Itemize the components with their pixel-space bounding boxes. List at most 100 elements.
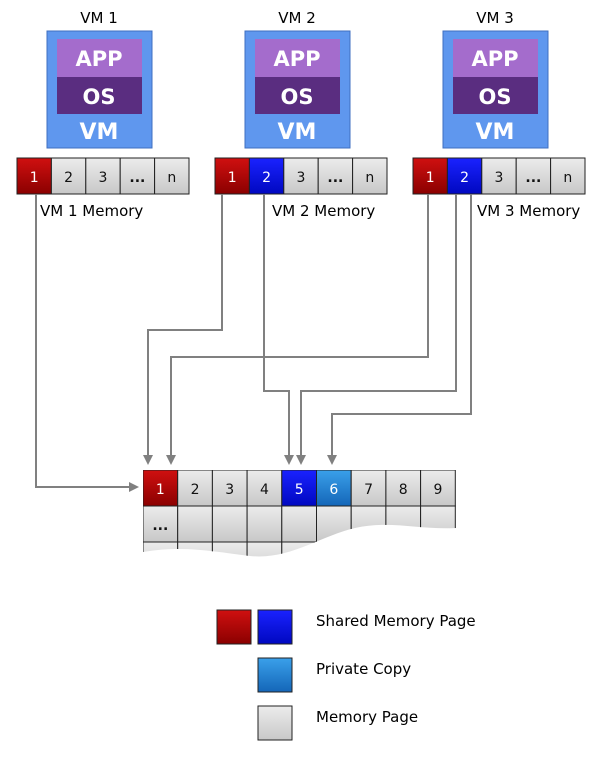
page-number: n (365, 170, 374, 186)
page-number: 7 (364, 482, 373, 498)
mapping-arrow (296, 194, 457, 465)
host-page-ellipsis: ... (152, 518, 168, 534)
os-layer-label: OS (479, 85, 512, 109)
vm-1-group: VM 1 APP OS VM 1 2 3... n VM 1 Memory (16, 9, 190, 220)
vm-layer-label: VM (476, 120, 515, 145)
page-number: n (563, 170, 572, 186)
page-number: 3 (99, 170, 108, 186)
page-number: 2 (262, 170, 271, 186)
mapping-arrow (327, 194, 472, 465)
host-page-cell: 8 (385, 470, 422, 507)
legend-item: Shared Memory Page (216, 609, 476, 645)
memory-page-cell: 1 (412, 157, 448, 195)
page-number: 2 (191, 482, 200, 498)
page-number: 1 (426, 170, 435, 186)
host-page-cell (350, 541, 387, 557)
page-number: 8 (399, 482, 408, 498)
host-page-cell (281, 541, 317, 557)
memory-page-cell: 2 (248, 157, 285, 195)
host-page-cell (350, 505, 387, 543)
host-page-cell (246, 505, 283, 543)
legend-label: Shared Memory Page (316, 612, 476, 630)
host-page-cell: 2 (177, 470, 213, 507)
memory-page-cell: 3 (85, 157, 121, 195)
vm-memory-strip: 1 2 3... n (214, 157, 388, 195)
host-page-cell (177, 541, 213, 557)
host-page-cell (246, 541, 283, 557)
app-layer-label: APP (273, 47, 320, 71)
page-number: 5 (295, 482, 304, 498)
page-number: 4 (260, 482, 269, 498)
mapping-arrow (143, 194, 223, 465)
host-page-cell: 1 (143, 470, 179, 507)
memory-page-cell: n (550, 157, 586, 195)
vm-memory-label: VM 1 Memory (40, 202, 143, 220)
page-number: 1 (30, 170, 39, 186)
page-number: 3 (225, 482, 234, 498)
memory-page-cell: ... (119, 157, 156, 195)
legend-swatch (257, 657, 293, 693)
host-page-cell: 9 (420, 470, 456, 507)
page-number: 9 (433, 482, 442, 498)
vm-2-group: VM 2 APP OS VM 1 2 3... n VM 2 Memory (214, 9, 388, 220)
mapping-arrow (263, 194, 294, 465)
host-page-cell: 7 (350, 470, 387, 507)
memory-page-cell: 2 (50, 157, 87, 195)
host-page-cell: 3 (211, 470, 248, 507)
vm-layer-label: VM (278, 120, 317, 145)
host-page-cell (385, 505, 422, 543)
legend-swatch (257, 609, 293, 645)
memory-page-cell: 1 (16, 157, 52, 195)
memory-page-cell: 3 (283, 157, 319, 195)
page-number: 1 (156, 482, 165, 498)
page-number: 2 (64, 170, 73, 186)
legend-swatch (257, 705, 293, 741)
vm-title: VM 2 (278, 9, 316, 27)
vm-memory-strip: 1 2 3... n (16, 157, 190, 195)
host-memory-grid: 1 2 3 4 5 6 7 8 9... (143, 470, 456, 557)
memory-page-cell: ... (317, 157, 354, 195)
host-page-cell (420, 505, 456, 543)
host-page-cell (385, 541, 422, 557)
vm-layer-label: VM (80, 120, 119, 145)
legend: Shared Memory Page Private Copy Memory Pag… (216, 609, 476, 741)
host-page-cell (211, 541, 248, 557)
page-number: n (167, 170, 176, 186)
host-page-cell (211, 505, 248, 543)
vm-memory-label: VM 2 Memory (272, 202, 375, 220)
page-mapping-arrows (35, 194, 472, 492)
host-page-cell: 4 (246, 470, 283, 507)
vm-box: APP OS VM (244, 30, 351, 149)
host-page-cell (316, 505, 352, 543)
app-layer-label: APP (471, 47, 518, 71)
page-number: 3 (495, 170, 504, 186)
memory-page-cell: 3 (481, 157, 517, 195)
page-number: 3 (297, 170, 306, 186)
host-page-cell: 6 (316, 470, 352, 507)
host-page-cell (143, 541, 179, 557)
app-layer-label: APP (75, 47, 122, 71)
memory-page-cell: 1 (214, 157, 250, 195)
legend-label: Private Copy (316, 660, 411, 678)
host-page-cell (420, 541, 456, 557)
legend-item: Private Copy (257, 657, 411, 693)
memory-page-cell: ... (515, 157, 552, 195)
page-number: ... (327, 170, 343, 186)
vm-title: VM 3 (476, 9, 514, 27)
host-page-cell (316, 541, 352, 557)
legend-label: Memory Page (316, 708, 418, 726)
vm-title: VM 1 (80, 9, 118, 27)
mapping-arrow (35, 194, 139, 492)
vm-3-group: VM 3 APP OS VM 1 2 3... n VM 3 Memory (412, 9, 586, 220)
os-layer-label: OS (83, 85, 116, 109)
page-number: ... (525, 170, 541, 186)
vm-memory-strip: 1 2 3... n (412, 157, 586, 195)
mapping-arrow (166, 194, 429, 465)
os-layer-label: OS (281, 85, 314, 109)
legend-item: Memory Page (257, 705, 418, 741)
memory-page-cell: n (154, 157, 190, 195)
page-number: 2 (460, 170, 469, 186)
page-number: 1 (228, 170, 237, 186)
host-page-cell (177, 505, 213, 543)
